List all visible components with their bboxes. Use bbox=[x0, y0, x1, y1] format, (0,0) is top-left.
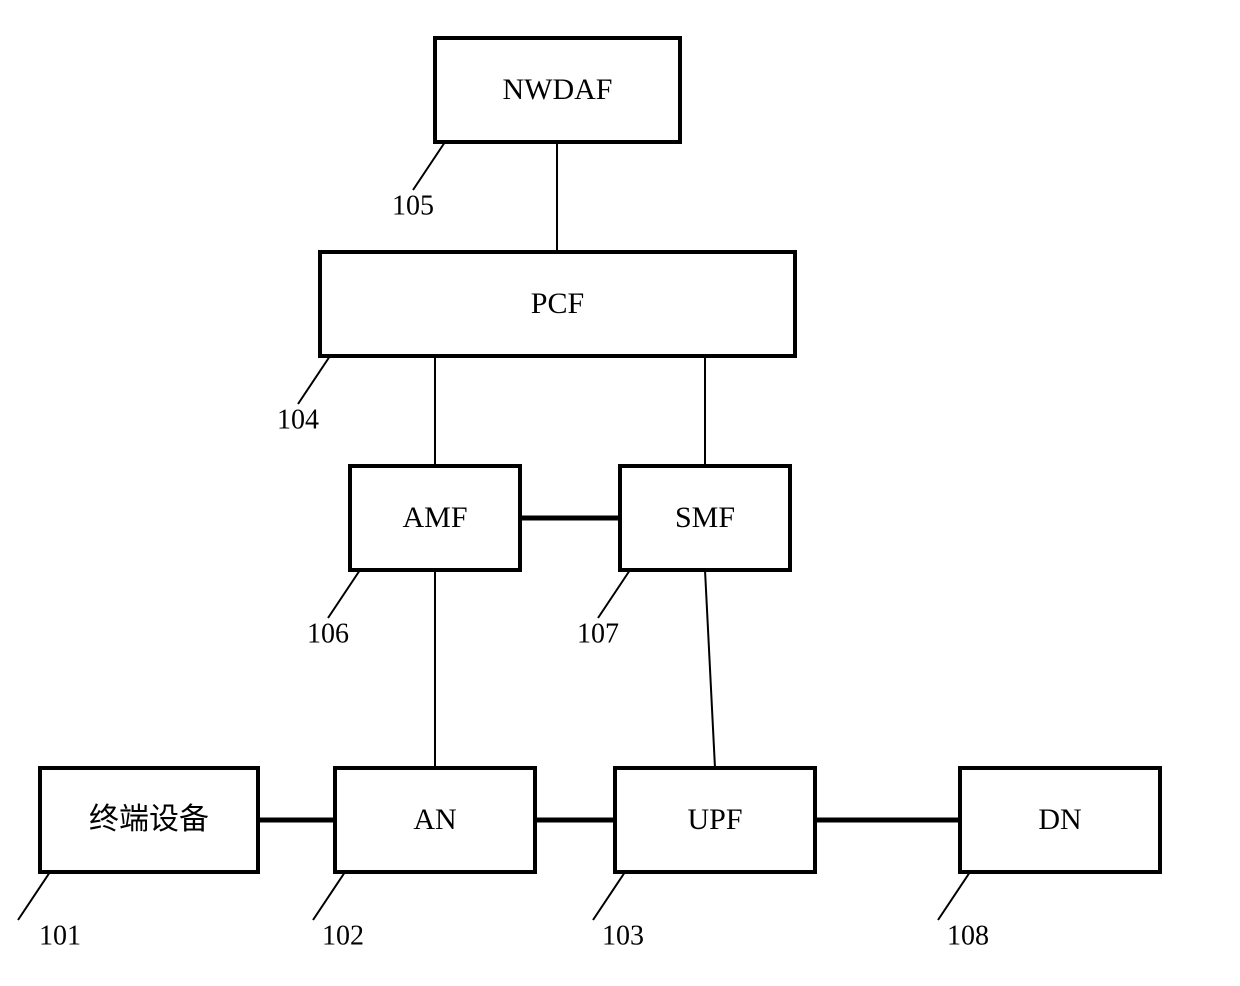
node-pcf: PCF bbox=[320, 252, 795, 356]
ref-terminal: 101 bbox=[39, 920, 81, 951]
node-an-label: AN bbox=[413, 803, 456, 836]
node-nwdaf: NWDAF bbox=[435, 38, 680, 142]
lead-nwdaf bbox=[413, 142, 445, 190]
node-dn: DN bbox=[960, 768, 1160, 872]
lead-dn bbox=[938, 872, 970, 920]
node-terminal: 终端设备 bbox=[40, 768, 258, 872]
node-amf-label: AMF bbox=[402, 501, 467, 534]
node-nwdaf-label: NWDAF bbox=[503, 73, 613, 106]
node-pcf-label: PCF bbox=[531, 287, 584, 320]
node-smf: SMF bbox=[620, 466, 790, 570]
node-terminal-label: 终端设备 bbox=[89, 803, 209, 836]
node-smf-label: SMF bbox=[675, 501, 735, 534]
node-upf: UPF bbox=[615, 768, 815, 872]
lead-upf bbox=[593, 872, 625, 920]
ref-upf: 103 bbox=[602, 920, 644, 951]
lead-an bbox=[313, 872, 345, 920]
lead-smf bbox=[598, 570, 630, 618]
node-amf: AMF bbox=[350, 466, 520, 570]
lead-pcf bbox=[298, 356, 330, 404]
node-an: AN bbox=[335, 768, 535, 872]
ref-amf: 106 bbox=[307, 618, 349, 649]
ref-nwdaf: 105 bbox=[392, 190, 434, 221]
diagram-canvas: NWDAF PCF AMF SMF 终端设备 AN UPF DN 105 104 106 107 10… bbox=[0, 0, 1240, 986]
ref-pcf: 104 bbox=[277, 404, 319, 435]
lead-amf bbox=[328, 570, 360, 618]
edge-smf-upf bbox=[705, 570, 715, 768]
lead-terminal bbox=[18, 872, 50, 920]
node-dn-label: DN bbox=[1038, 803, 1081, 836]
nodes-layer: NWDAF PCF AMF SMF 终端设备 AN UPF DN bbox=[40, 38, 1160, 872]
ref-smf: 107 bbox=[577, 618, 619, 649]
ref-an: 102 bbox=[322, 920, 364, 951]
node-upf-label: UPF bbox=[687, 803, 742, 836]
ref-dn: 108 bbox=[947, 920, 989, 951]
